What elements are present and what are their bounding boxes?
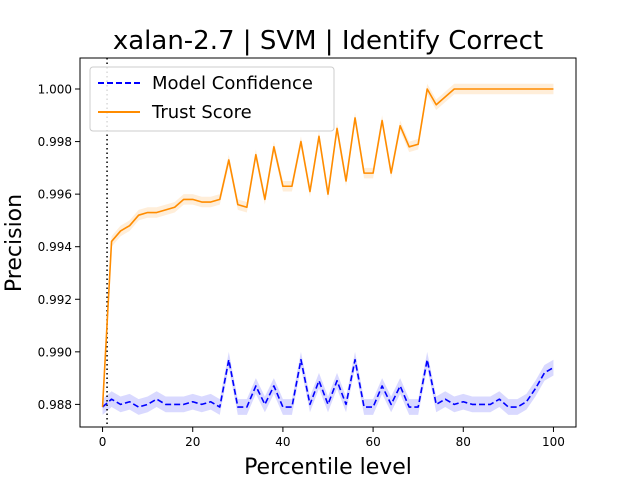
legend-label-model-confidence: Model Confidence xyxy=(152,73,313,94)
y-tick-label: 0.990 xyxy=(38,345,72,359)
x-axis-label: Percentile level xyxy=(244,455,412,480)
plot-frame xyxy=(79,57,577,428)
y-tick-label: 1.000 xyxy=(38,83,72,97)
y-tick-label: 0.996 xyxy=(38,188,72,202)
legend-label-trust-score: Trust Score xyxy=(151,102,252,123)
model-confidence-line xyxy=(102,358,554,408)
x-tick-label: 80 xyxy=(456,435,471,449)
x-tick-label: 100 xyxy=(542,435,565,449)
x-tick-label: 20 xyxy=(185,435,200,449)
y-tick-label: 0.988 xyxy=(38,398,72,412)
y-tick-label: 0.998 xyxy=(38,135,72,149)
y-axis-label: Precision xyxy=(2,194,27,292)
x-tick-label: 60 xyxy=(365,435,380,449)
x-tick-label: 40 xyxy=(275,435,290,449)
legend: Model Confidence Trust Score xyxy=(89,66,335,132)
x-tick-label: 0 xyxy=(99,435,107,449)
y-tick-label: 0.994 xyxy=(38,240,72,254)
chart-title: xalan-2.7 | SVM | Identify Correct xyxy=(113,26,543,56)
trust-score-line xyxy=(101,88,554,408)
model-confidence-confidence-band xyxy=(102,351,554,415)
legend-box xyxy=(89,66,335,132)
y-tick-label: 0.992 xyxy=(38,293,72,307)
